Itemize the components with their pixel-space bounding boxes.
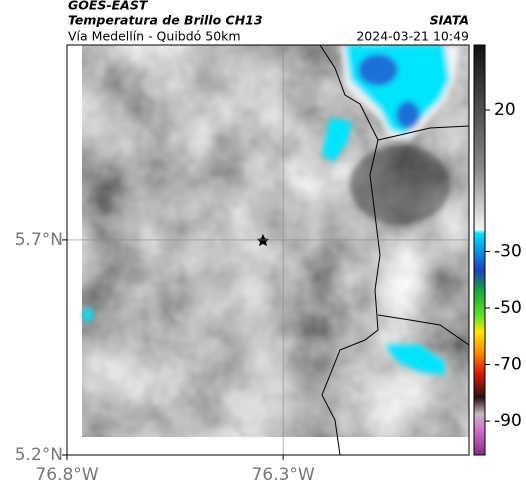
x-tick-label: 76.3°W xyxy=(252,465,315,485)
map-frame xyxy=(66,44,470,456)
border-line xyxy=(319,45,381,455)
cloud-blobs xyxy=(83,45,460,375)
y-tick-label: 5.2°N xyxy=(15,445,63,465)
route: Vía Medellín - Quibdó 50km xyxy=(68,29,241,44)
colorbar xyxy=(473,44,486,456)
source: SIATA xyxy=(430,13,469,28)
cold-cloud xyxy=(83,308,93,322)
border-line xyxy=(377,314,469,346)
colorbar-tick-label: -70 xyxy=(494,355,522,375)
cold-cloud xyxy=(385,345,445,375)
cold-core xyxy=(396,101,420,129)
timestamp: 2024-03-21 10:49 xyxy=(356,29,469,44)
cold-cloud xyxy=(322,118,352,162)
colorbar-tick-label: -30 xyxy=(494,241,522,261)
border-line xyxy=(377,125,469,141)
cold-core xyxy=(358,54,398,86)
colorbar-tick-label: -50 xyxy=(494,298,522,318)
title: GOES-EAST xyxy=(68,0,149,13)
colorbar-tick-label: 20 xyxy=(494,100,516,120)
y-tick-label: 5.7°N xyxy=(15,230,63,250)
x-tick-label: 76.8°W xyxy=(35,465,98,485)
warm-area xyxy=(350,145,450,225)
map-image xyxy=(67,45,469,455)
colorbar-tick-label: -90 xyxy=(494,411,522,431)
subtitle: Temperatura de Brillo CH13 xyxy=(68,13,263,28)
